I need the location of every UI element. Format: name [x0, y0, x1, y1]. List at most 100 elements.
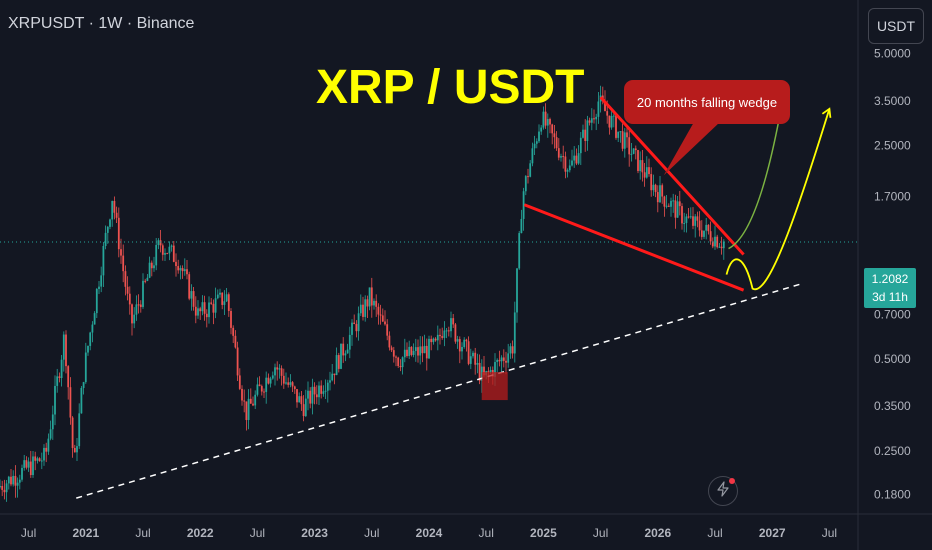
candle-body — [544, 111, 547, 126]
candle-body — [450, 318, 452, 332]
candle-body — [351, 322, 353, 335]
candle-body — [643, 172, 646, 178]
candle-body — [593, 118, 595, 120]
candle-body — [166, 253, 169, 255]
candle-body — [579, 137, 582, 154]
candle-body — [362, 304, 364, 317]
candle-body — [604, 101, 606, 112]
candle-body — [265, 377, 268, 392]
candle-body — [685, 216, 688, 223]
candle-body — [51, 414, 54, 430]
candle-body — [186, 269, 188, 275]
wedge-upper-line — [599, 96, 745, 256]
candle-body — [111, 200, 114, 220]
candle-body — [329, 380, 331, 383]
candle-body — [159, 240, 162, 246]
candle-body — [520, 218, 523, 234]
candle-body — [252, 403, 254, 406]
candle-body — [289, 382, 292, 385]
candle-body — [397, 357, 400, 367]
candle-body — [430, 338, 433, 343]
candle-body — [14, 475, 17, 486]
candle-body — [681, 206, 683, 224]
candle-body — [60, 359, 63, 378]
candle-body — [370, 287, 373, 306]
candle-body — [408, 346, 411, 357]
x-tick-label: Jul — [250, 526, 265, 540]
candle-body — [566, 170, 569, 172]
candle-body — [434, 338, 437, 341]
x-tick-label: Jul — [707, 526, 722, 540]
candle-body — [34, 456, 37, 461]
candle-body — [87, 345, 89, 353]
candle-body — [665, 205, 668, 207]
candle-body — [260, 386, 263, 392]
candle-body — [417, 347, 419, 356]
candle-body — [23, 460, 26, 468]
candle-body — [276, 367, 279, 370]
candle-body — [293, 386, 296, 390]
candle-body — [353, 322, 356, 324]
candle-body — [333, 373, 336, 376]
candle-body — [496, 359, 499, 363]
x-tick-label: 2026 — [644, 526, 671, 540]
candle-body — [84, 352, 87, 383]
candle-body — [641, 160, 644, 173]
candle-body — [650, 174, 653, 191]
candle-body — [516, 268, 518, 313]
candle-body — [291, 382, 294, 387]
candle-body — [318, 385, 320, 398]
candle-body — [170, 245, 173, 247]
candle-body — [280, 368, 283, 376]
candle-body — [76, 446, 78, 453]
candle-body — [722, 241, 725, 249]
candle-body — [535, 141, 538, 144]
candle-body — [38, 458, 41, 462]
candle-body — [584, 129, 587, 141]
wedge-lower-line — [523, 203, 745, 292]
candle-body — [10, 476, 12, 485]
candle-body — [54, 385, 56, 415]
candle-body — [553, 133, 556, 138]
x-tick-label: 2022 — [187, 526, 214, 540]
candle-body — [21, 467, 23, 480]
candle-body — [43, 447, 45, 461]
candle-body — [344, 353, 347, 356]
candle-body — [190, 291, 193, 299]
candle-body — [399, 366, 402, 368]
x-tick-label: 2023 — [301, 526, 328, 540]
candle-body — [342, 343, 345, 356]
currency-button[interactable]: USDT — [868, 8, 924, 44]
alert-button[interactable] — [708, 476, 738, 506]
candle-body — [227, 294, 230, 311]
candle-body — [282, 375, 285, 384]
candle-body — [183, 269, 186, 272]
candle-body — [128, 293, 131, 305]
candle-body — [126, 286, 129, 294]
candle-body — [230, 310, 232, 328]
candle-body — [546, 119, 549, 126]
candle-body — [177, 266, 180, 271]
lightning-bolt-icon — [716, 480, 730, 502]
candle-body — [234, 335, 237, 348]
y-tick-label: 1.7000 — [874, 190, 911, 204]
candle-body — [421, 346, 424, 354]
candle-body — [524, 176, 527, 192]
candle-body — [5, 483, 8, 493]
candle-body — [40, 460, 43, 462]
candle-body — [271, 375, 274, 379]
candle-body — [225, 294, 228, 302]
candle-body — [131, 304, 133, 324]
candle-body — [73, 447, 76, 453]
candle-body — [489, 369, 492, 373]
candle-body — [219, 292, 221, 295]
candle-body — [540, 127, 543, 132]
candle-body — [133, 314, 136, 324]
candle-body — [161, 245, 164, 255]
candle-body — [78, 413, 81, 447]
candle-body — [102, 245, 105, 276]
candle-body — [247, 398, 250, 421]
candle-body — [577, 153, 580, 164]
candle-body — [124, 271, 127, 287]
